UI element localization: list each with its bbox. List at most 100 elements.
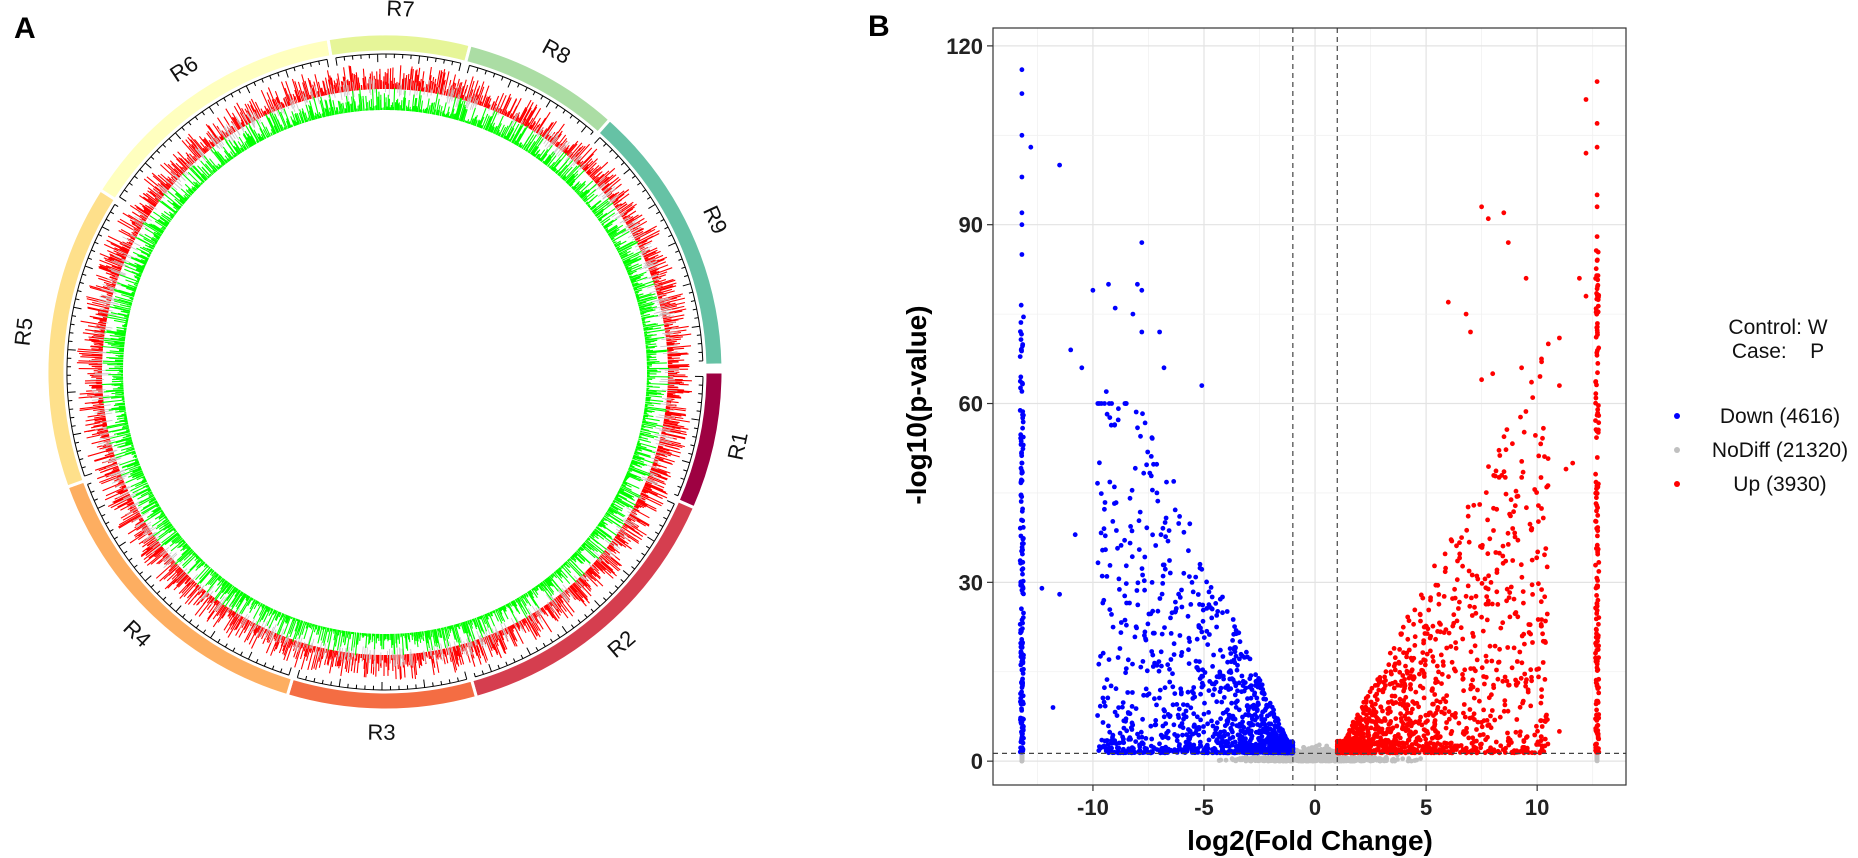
y-tick-label: 60 [959,392,983,417]
data-point [1199,629,1205,635]
data-point [1148,723,1154,729]
data-point [1513,677,1518,683]
data-point [1416,704,1421,710]
data-point [1530,592,1535,597]
data-point [1275,717,1281,723]
data-point [1433,748,1439,753]
data-point [1189,747,1195,753]
data-point [1195,592,1201,597]
data-point [1536,581,1541,587]
data-point [1163,721,1169,726]
data-point [1167,666,1172,672]
data-point [1208,585,1214,590]
data-point [1393,716,1399,721]
data-point [1505,530,1511,536]
data-point [1481,707,1486,713]
data-point [1583,150,1589,156]
data-point [1460,730,1466,736]
data-point [1525,687,1531,693]
data-point [1157,687,1163,693]
data-point [1142,629,1148,635]
data-point [1392,734,1398,739]
data-point [1276,721,1282,727]
data-point [1465,583,1471,589]
data-point [1544,712,1549,718]
data-point [1406,744,1412,750]
data-point [1492,717,1498,723]
data-point [1482,750,1488,756]
data-point [1117,646,1123,651]
data-point [1372,693,1378,699]
data-point [1232,692,1238,698]
data-point [1441,594,1447,599]
data-point [1471,666,1477,671]
data-point [1366,736,1372,742]
segment-label-r5: R5 [10,316,38,347]
tick-marks [594,137,704,362]
data-point [1380,689,1386,695]
data-point [1265,725,1270,731]
data-point [1129,704,1135,709]
data-point [1164,730,1169,736]
data-point [1194,714,1200,720]
data-point [1159,663,1164,669]
data-point [1230,638,1235,643]
data-point [1247,676,1253,682]
data-point [1466,539,1472,545]
data-point [1593,471,1598,477]
data-point [1101,526,1107,532]
data-point [1117,587,1122,592]
data-point [1522,671,1528,677]
data-point [1594,79,1600,84]
ticks-r1 [674,375,704,497]
data-point [1397,696,1403,702]
data-point [1518,675,1524,681]
data-point [1445,299,1451,305]
data-point [1158,747,1164,753]
data-point [1209,615,1215,621]
data-point [1102,533,1108,539]
data-point [1247,743,1253,748]
data-point [1263,729,1268,735]
data-point [1118,543,1124,548]
data-point [1018,492,1024,498]
data-point [1517,733,1523,738]
data-point [1202,700,1207,706]
grey-track-bars [89,77,680,668]
data-point [1260,746,1265,751]
data-point [1146,611,1152,617]
data-point [1149,736,1155,742]
data-point [1199,383,1205,388]
data-point [1198,717,1203,723]
data-point [1226,712,1232,718]
data-point [1594,593,1599,598]
data-point [1405,749,1410,754]
data-point [1106,750,1111,756]
circos-segments: R1 R2 R3 R4 R5 R6 R7 R8 R9 [10,0,753,745]
data-point [1453,645,1459,651]
data-point [1129,528,1135,534]
data-point [1422,631,1428,636]
data-point [1488,713,1493,719]
data-point [1244,703,1250,709]
data-point [1201,635,1207,640]
data-point [1444,720,1449,725]
data-point [1421,695,1427,701]
data-point [1236,724,1242,729]
data-point [1458,625,1464,631]
data-point [1409,667,1415,673]
data-point [1508,584,1514,590]
data-point [1133,624,1139,630]
data-point [1406,618,1412,624]
segment-r9 [595,117,725,367]
data-point [1189,580,1195,585]
data-point [1141,692,1146,698]
data-point [1241,725,1247,730]
data-point [1210,734,1216,739]
data-point [1497,550,1502,556]
data-point [1594,508,1599,514]
data-point [1223,740,1229,745]
data-point [1448,644,1454,649]
data-point [1316,742,1322,748]
data-point [1577,275,1582,281]
